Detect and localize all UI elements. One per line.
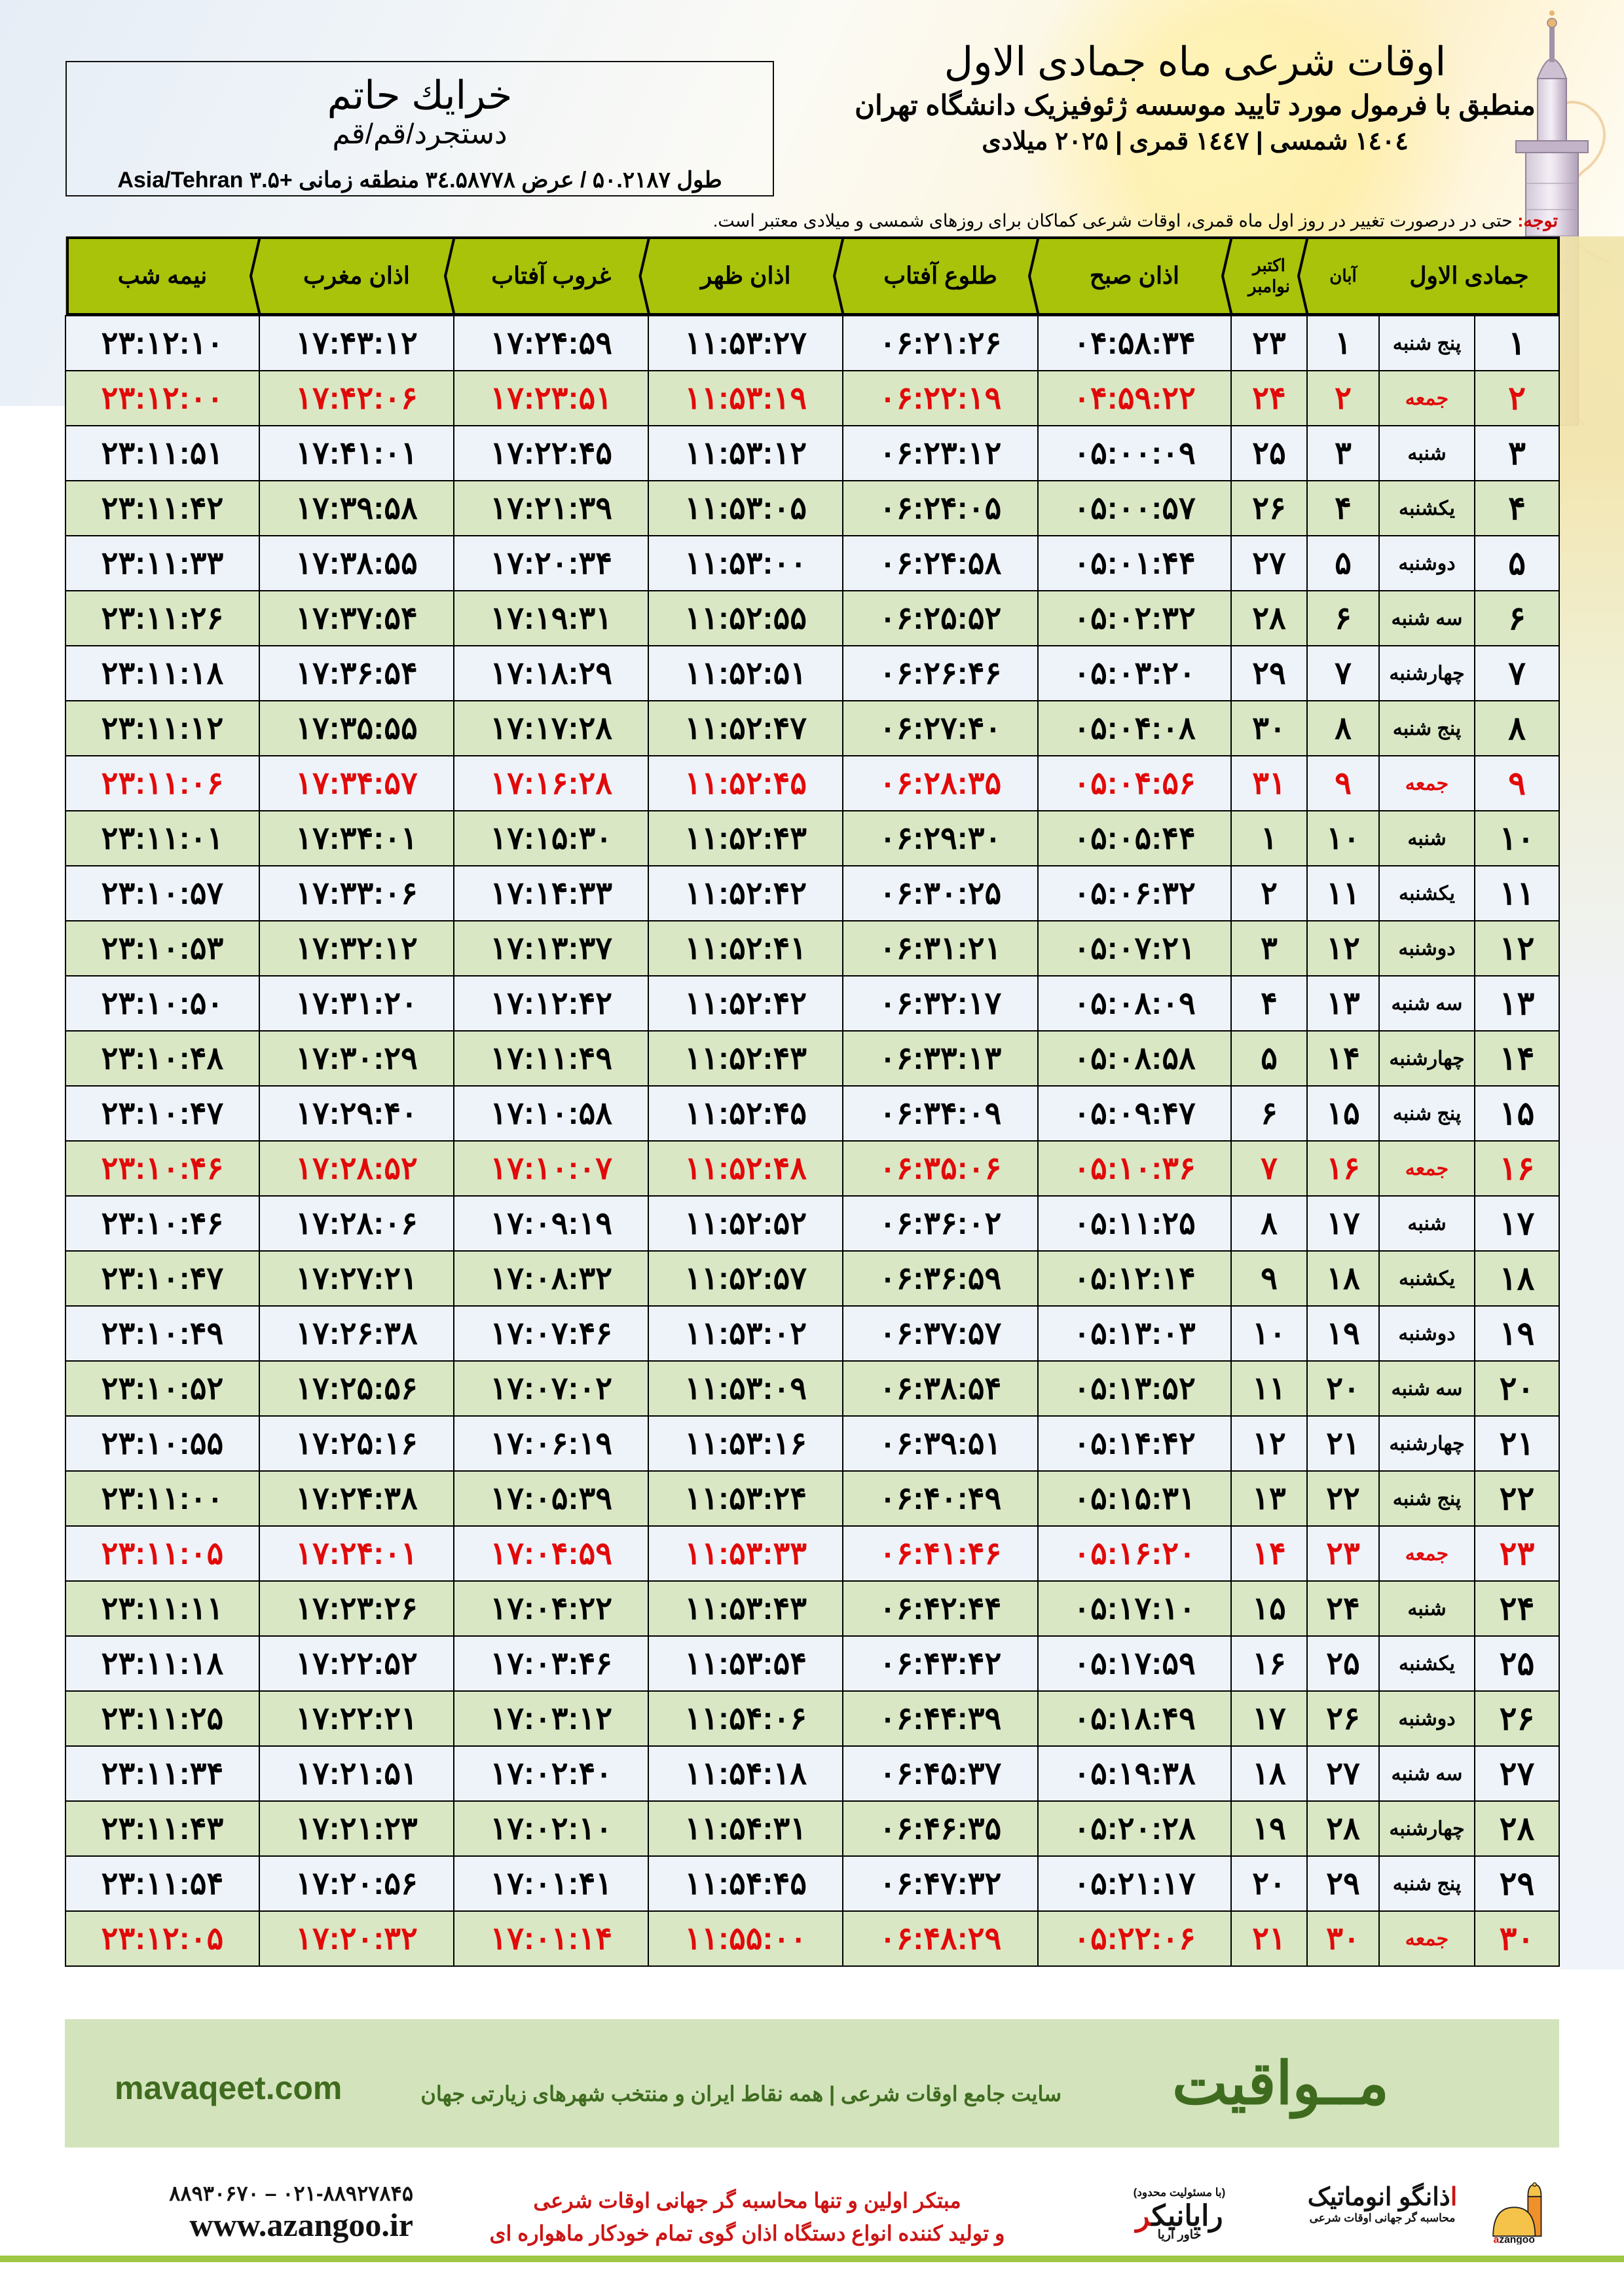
svg-text:azangoo: azangoo bbox=[1494, 2234, 1535, 2244]
